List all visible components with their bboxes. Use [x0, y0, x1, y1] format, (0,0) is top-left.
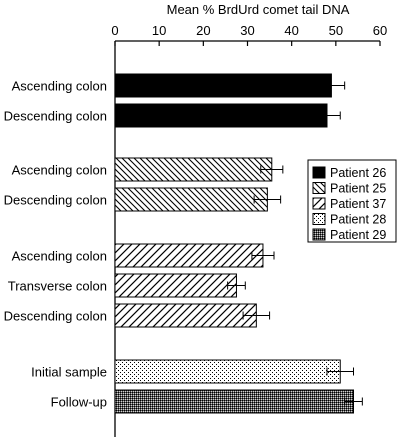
legend-swatch — [312, 213, 326, 225]
error-bar — [326, 367, 354, 376]
error-bar — [344, 397, 363, 406]
category-label: Ascending colon — [12, 163, 107, 178]
bar — [114, 273, 237, 298]
error-bar — [253, 195, 282, 204]
error-bar — [313, 111, 341, 120]
x-tick-label: 50 — [329, 23, 343, 38]
legend-label: Patient 25 — [330, 182, 386, 196]
bar — [114, 103, 328, 128]
legend-label: Patient 28 — [330, 213, 386, 227]
bar — [114, 359, 341, 384]
legend-item: Patient 26 — [312, 166, 386, 180]
x-tick-label: 60 — [373, 23, 387, 38]
category-label: Descending colon — [4, 309, 107, 324]
legend-swatch — [312, 166, 326, 179]
legend-item: Patient 37 — [312, 197, 386, 211]
x-tick-label: 30 — [240, 23, 254, 38]
category-label: Ascending colon — [12, 79, 107, 94]
legend-swatch — [312, 197, 326, 210]
chart-title: Mean % BrdUrd comet tail DNA — [167, 2, 350, 17]
legend-swatch — [312, 182, 326, 194]
x-tick-label: 0 — [111, 23, 118, 38]
error-bar — [260, 165, 284, 174]
error-bar — [227, 281, 246, 290]
legend-item: Patient 28 — [312, 213, 386, 227]
category-label: Descending colon — [4, 193, 107, 208]
category-label: Transverse colon — [8, 279, 107, 294]
bar — [114, 73, 332, 98]
legend-label: Patient 29 — [330, 228, 386, 242]
bars — [114, 73, 363, 414]
x-tick-label: 20 — [196, 23, 210, 38]
bar — [114, 389, 354, 414]
category-label: Follow-up — [51, 395, 107, 410]
category-label: Descending colon — [4, 109, 107, 124]
x-tick-label: 10 — [152, 23, 166, 38]
category-labels: Ascending colon Descending colon Ascending… — [4, 79, 107, 410]
bar — [114, 187, 268, 212]
error-bar — [242, 311, 271, 320]
x-tick-label: 40 — [284, 23, 298, 38]
legend-item: Patient 29 — [312, 228, 386, 242]
category-label: Initial sample — [31, 365, 107, 380]
legend-label: Patient 26 — [330, 166, 386, 180]
legend-item: Patient 25 — [312, 182, 386, 196]
bar — [114, 157, 273, 182]
bar — [114, 303, 257, 328]
legend-swatch — [312, 228, 326, 241]
category-label: Ascending colon — [12, 249, 107, 264]
legend-label: Patient 37 — [330, 197, 386, 211]
bar — [114, 243, 264, 268]
error-bar — [251, 251, 275, 260]
error-bar — [317, 81, 346, 90]
